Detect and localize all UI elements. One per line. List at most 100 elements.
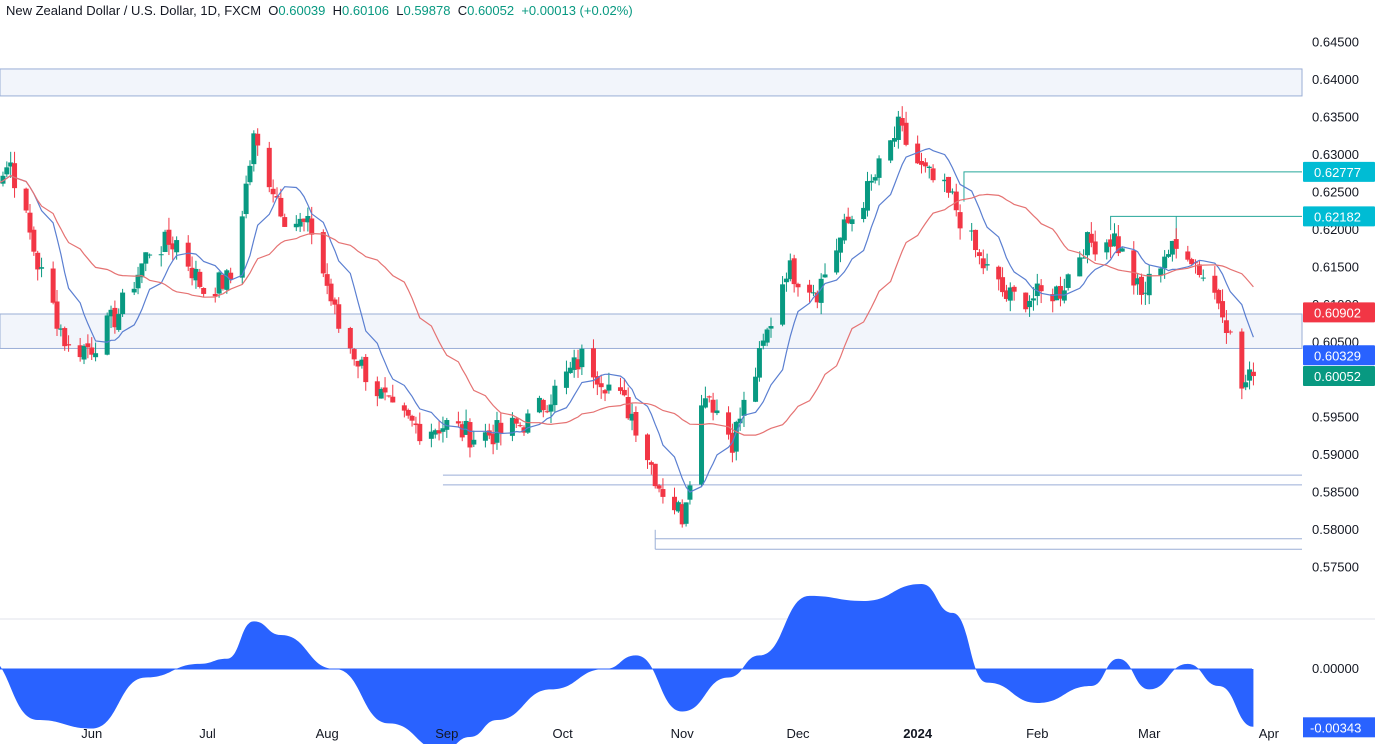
candle-body	[12, 163, 18, 189]
candle-body	[1077, 257, 1083, 277]
candle-body	[1138, 276, 1144, 295]
candle-body	[212, 293, 218, 297]
candle-body	[1104, 242, 1110, 253]
candle-body	[683, 502, 689, 524]
price-tag-label: 0.60902	[1314, 305, 1361, 320]
candle-body	[77, 345, 83, 358]
candle-body	[355, 360, 361, 367]
candle-body	[293, 223, 299, 228]
candle-body	[0, 175, 6, 184]
candle-body	[822, 274, 828, 278]
candle-body	[239, 216, 245, 278]
price-tag-label: 0.62777	[1314, 165, 1361, 180]
candle-body	[1250, 371, 1256, 377]
time-tick-label: Sep	[435, 726, 458, 741]
candle-body	[158, 254, 164, 256]
candle-body	[753, 376, 759, 402]
candle-body	[1030, 298, 1036, 301]
candle-body	[189, 267, 195, 279]
candle-body	[807, 284, 813, 293]
time-tick-label: Aug	[316, 726, 339, 741]
candle-body	[1023, 292, 1029, 310]
candle-body	[459, 424, 465, 438]
candle-body	[837, 237, 843, 253]
candle-body	[428, 431, 434, 439]
candle-body	[170, 243, 176, 250]
candle-body	[1220, 301, 1226, 318]
candle-body	[228, 272, 234, 280]
candle-body	[409, 415, 415, 421]
candle-body	[984, 264, 990, 266]
price-tick-label: 0.58500	[1312, 484, 1359, 499]
candle-body	[85, 343, 91, 348]
candle-body	[1189, 259, 1195, 265]
time-tick-label: Jul	[199, 726, 216, 741]
candle-body	[949, 191, 955, 193]
candle-body	[946, 176, 952, 193]
candle-body	[494, 420, 500, 443]
candle-body	[1223, 320, 1229, 334]
candle-body	[891, 138, 897, 142]
price-tag-box	[1303, 345, 1375, 366]
price-tick-label: 0.63500	[1312, 110, 1359, 125]
time-tick-label: Feb	[1026, 726, 1048, 741]
candle-body	[89, 347, 95, 355]
candle-body	[1239, 331, 1245, 389]
ma-slow-line	[0, 174, 1254, 436]
candle-body	[602, 390, 608, 394]
candle-body	[1212, 275, 1218, 293]
candle-body	[382, 387, 388, 393]
candle-body	[579, 348, 585, 368]
candle-body	[27, 212, 33, 233]
symbol-title[interactable]: New Zealand Dollar / U.S. Dollar, 1D, FX…	[6, 3, 262, 18]
candle-body	[1142, 292, 1148, 294]
candle-body	[675, 502, 681, 512]
candle-body	[39, 267, 45, 269]
candle-body	[1027, 300, 1033, 308]
candle-body	[915, 143, 921, 164]
candle-body	[1115, 236, 1121, 254]
candle-body	[872, 177, 878, 181]
candle-body	[652, 463, 658, 487]
candle-body	[93, 353, 99, 358]
candle-body	[185, 242, 191, 267]
low-value: 0.59878	[403, 3, 451, 18]
candle-body	[139, 263, 145, 278]
candle-body	[374, 381, 380, 397]
candle-body	[1084, 232, 1090, 256]
candle-body	[1065, 274, 1071, 288]
time-tick-label: Oct	[552, 726, 573, 741]
time-tick-label: Dec	[786, 726, 810, 741]
candle-body	[1088, 233, 1094, 243]
high-value: 0.60106	[342, 3, 390, 18]
candle-body	[1054, 286, 1060, 301]
candle-body	[135, 274, 141, 289]
candle-body	[50, 268, 56, 303]
open-value: 0.60039	[278, 3, 326, 18]
oscillator-tag-box	[1303, 717, 1375, 738]
price-tag-box	[1303, 366, 1375, 387]
candle-body	[328, 283, 334, 302]
candle-body	[1057, 285, 1063, 299]
candle-body	[413, 423, 419, 426]
candle-body	[876, 158, 882, 178]
candle-body	[104, 315, 110, 355]
candle-body	[768, 326, 774, 329]
chart-header: New Zealand Dollar / U.S. Dollar, 1D, FX…	[6, 3, 633, 18]
candle-body	[1131, 250, 1137, 286]
candle-body	[66, 344, 72, 346]
candle-body	[417, 423, 423, 442]
candle-body	[405, 409, 411, 416]
price-tick-label: 0.64000	[1312, 72, 1359, 87]
candle-body	[648, 462, 654, 465]
candle-body	[973, 229, 979, 251]
time-axis[interactable]: Jun Jul Aug Sep Oct Nov Dec 2024 Feb Mar Apr	[81, 726, 1279, 741]
time-tick-label: Apr	[1259, 726, 1280, 741]
candle-body	[548, 404, 554, 412]
price-tag-label: 0.60052	[1314, 369, 1361, 384]
candle-body	[733, 421, 739, 452]
candle-body	[714, 410, 720, 414]
candle-body	[216, 272, 222, 294]
candle-body	[509, 417, 515, 436]
